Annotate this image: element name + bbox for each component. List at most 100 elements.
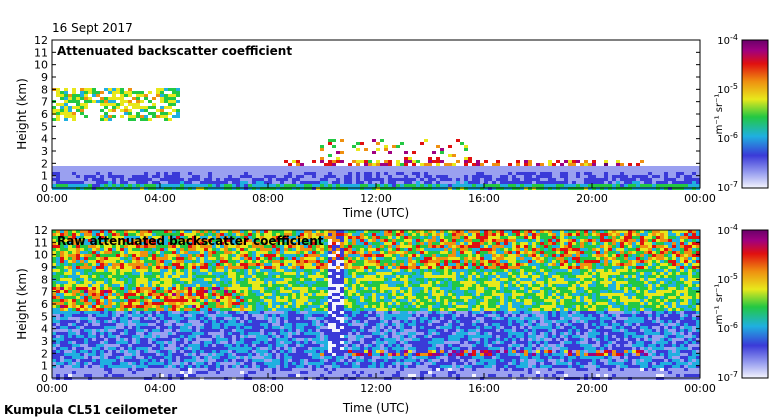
heatmap-cell xyxy=(124,106,128,109)
heatmap-cell xyxy=(128,281,132,284)
heatmap-cell xyxy=(224,172,228,175)
heatmap-cell xyxy=(128,326,132,329)
heatmap-cell xyxy=(248,329,252,332)
heatmap-cell xyxy=(152,341,156,344)
heatmap-cell xyxy=(228,326,232,329)
heatmap-cell xyxy=(244,329,248,332)
heatmap-cell xyxy=(64,260,68,263)
heatmap-cell xyxy=(168,308,172,311)
heatmap-cell xyxy=(508,172,512,175)
heatmap-cell xyxy=(296,248,300,251)
heatmap-cell xyxy=(272,323,276,326)
heatmap-cell xyxy=(288,341,292,344)
heatmap-cell xyxy=(96,175,100,178)
heatmap-cell xyxy=(248,236,252,239)
heatmap-cell xyxy=(564,184,568,187)
heatmap-cell xyxy=(256,320,260,323)
heatmap-cell xyxy=(116,233,120,236)
heatmap-cell xyxy=(188,353,192,356)
heatmap-cell xyxy=(144,356,148,359)
heatmap-cell xyxy=(284,233,288,236)
heatmap-cell xyxy=(216,329,220,332)
heatmap-cell xyxy=(256,368,260,371)
heatmap-cell xyxy=(104,269,108,272)
heatmap-cell xyxy=(64,347,68,350)
heatmap-cell xyxy=(352,160,356,163)
heatmap-cell xyxy=(156,172,160,175)
heatmap-cell xyxy=(260,302,264,305)
heatmap-cell xyxy=(128,248,132,251)
heatmap-cell xyxy=(232,329,236,332)
heatmap-cell xyxy=(80,109,84,112)
heatmap-cell xyxy=(364,184,368,187)
heatmap-cell xyxy=(88,332,92,335)
heatmap-cell xyxy=(148,284,152,287)
heatmap-cell xyxy=(76,254,80,257)
heatmap-cell xyxy=(108,184,112,187)
heatmap-cell xyxy=(180,275,184,278)
heatmap-cell xyxy=(364,160,368,163)
heatmap-cell xyxy=(84,374,88,377)
heatmap-cell xyxy=(108,266,112,269)
heatmap-cell xyxy=(64,320,68,323)
heatmap-cell xyxy=(572,181,576,184)
heatmap-cell xyxy=(228,347,232,350)
heatmap-cell xyxy=(460,142,464,145)
heatmap-cell xyxy=(272,257,276,260)
heatmap-cell xyxy=(216,314,220,317)
heatmap-cell xyxy=(684,169,688,172)
heatmap-cell xyxy=(256,230,260,233)
heatmap-cell xyxy=(244,248,248,251)
heatmap-cell xyxy=(76,329,80,332)
heatmap-cell xyxy=(132,91,136,94)
heatmap-cell xyxy=(224,335,228,338)
heatmap-cell xyxy=(308,172,312,175)
heatmap-cell xyxy=(252,251,256,254)
heatmap-cell xyxy=(72,347,76,350)
heatmap-cell xyxy=(280,308,284,311)
heatmap-cell xyxy=(296,290,300,293)
heatmap-cell xyxy=(272,368,276,371)
heatmap-cell xyxy=(152,344,156,347)
heatmap-cell xyxy=(532,175,536,178)
heatmap-cell xyxy=(300,359,304,362)
heatmap-cell xyxy=(300,233,304,236)
heatmap-cell xyxy=(244,239,248,242)
heatmap-cell xyxy=(120,242,124,245)
heatmap-cell xyxy=(104,329,108,332)
heatmap-cell xyxy=(168,263,172,266)
heatmap-cell xyxy=(140,368,144,371)
heatmap-cell xyxy=(228,338,232,341)
heatmap-cell xyxy=(76,251,80,254)
heatmap-cell xyxy=(292,166,296,169)
heatmap-cell xyxy=(192,257,196,260)
heatmap-cell xyxy=(176,356,180,359)
heatmap-cell xyxy=(244,275,248,278)
heatmap-cell xyxy=(248,305,252,308)
heatmap-cell xyxy=(292,172,296,175)
heatmap-cell xyxy=(280,178,284,181)
x-tick-label: 20:00 xyxy=(576,192,608,205)
heatmap-cell xyxy=(52,248,56,251)
heatmap-cell xyxy=(104,251,108,254)
heatmap-cell xyxy=(500,175,504,178)
heatmap-cell xyxy=(168,254,172,257)
heatmap-cell xyxy=(224,230,228,233)
heatmap-cell xyxy=(644,181,648,184)
heatmap-cell xyxy=(268,314,272,317)
heatmap-cell xyxy=(56,239,60,242)
heatmap-cell xyxy=(468,157,472,160)
heatmap-cell xyxy=(84,166,88,169)
heatmap-cell xyxy=(56,314,60,317)
heatmap-cell xyxy=(568,184,572,187)
heatmap-cell xyxy=(184,278,188,281)
heatmap-cell xyxy=(124,362,128,365)
heatmap-cell xyxy=(492,163,496,166)
heatmap-cell xyxy=(224,272,228,275)
heatmap-cell xyxy=(136,91,140,94)
heatmap-cell xyxy=(56,103,60,106)
heatmap-cell xyxy=(152,172,156,175)
heatmap-cell xyxy=(208,275,212,278)
heatmap-cell xyxy=(88,338,92,341)
heatmap-cell xyxy=(220,365,224,368)
